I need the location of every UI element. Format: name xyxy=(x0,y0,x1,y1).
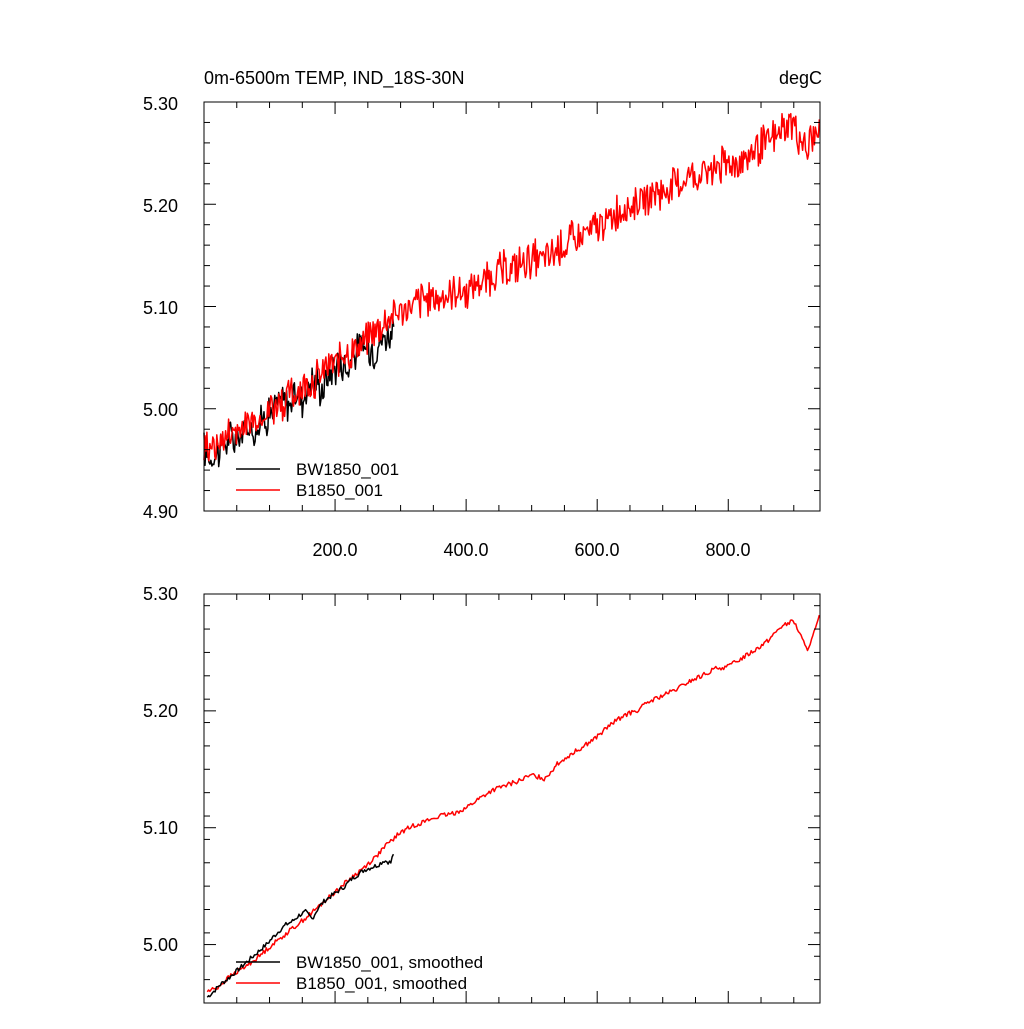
x-tick-label-600: 600.0 xyxy=(574,540,619,560)
x-tick-label-200: 200.0 xyxy=(312,540,357,560)
top-panel: 0m-6500m TEMP, IND_18S-30N degC 4.90 5.0… xyxy=(143,68,822,560)
bottom-axis-ticks xyxy=(204,593,820,1004)
top-series-group xyxy=(203,112,821,468)
y-tick-label-4-90: 4.90 xyxy=(143,502,178,522)
x-tick-label-800: 800.0 xyxy=(705,540,750,560)
series-line-bw1850-smoothed xyxy=(206,853,395,998)
chart-units-label: degC xyxy=(779,68,822,88)
y-tick-label-5-20-bottom: 5.20 xyxy=(143,701,178,721)
bottom-series-group xyxy=(206,614,821,998)
y-tick-label-5-30-bottom: 5.30 xyxy=(143,584,178,604)
legend-label-bw1850: BW1850_001 xyxy=(296,460,399,479)
series-line-b1850 xyxy=(203,112,821,462)
top-plot-frame xyxy=(203,101,821,512)
legend-label-bw1850-smoothed: BW1850_001, smoothed xyxy=(296,953,483,972)
legend-label-b1850-smoothed: B1850_001, smoothed xyxy=(296,974,467,993)
y-tick-label-5-00: 5.00 xyxy=(143,400,178,420)
y-tick-label-5-10: 5.10 xyxy=(143,298,178,318)
top-legend: BW1850_001 B1850_001 xyxy=(236,460,399,500)
bottom-legend: BW1850_001, smoothed B1850_001, smoothed xyxy=(236,953,483,993)
bottom-panel: 5.00 5.10 5.20 5.30 BW1850_001, smoothed… xyxy=(143,584,821,1004)
y-tick-label-5-10-bottom: 5.10 xyxy=(143,818,178,838)
x-tick-label-400: 400.0 xyxy=(443,540,488,560)
bottom-plot-frame xyxy=(203,593,821,1004)
y-tick-label-5-20: 5.20 xyxy=(143,196,178,216)
series-line-b1850-smoothed xyxy=(206,614,821,993)
y-tick-label-5-00-bottom: 5.00 xyxy=(143,935,178,955)
legend-label-b1850: B1850_001 xyxy=(296,481,383,500)
chart-title: 0m-6500m TEMP, IND_18S-30N xyxy=(204,68,464,89)
y-tick-label-5-30: 5.30 xyxy=(143,94,178,114)
top-axis-ticks xyxy=(204,101,820,512)
